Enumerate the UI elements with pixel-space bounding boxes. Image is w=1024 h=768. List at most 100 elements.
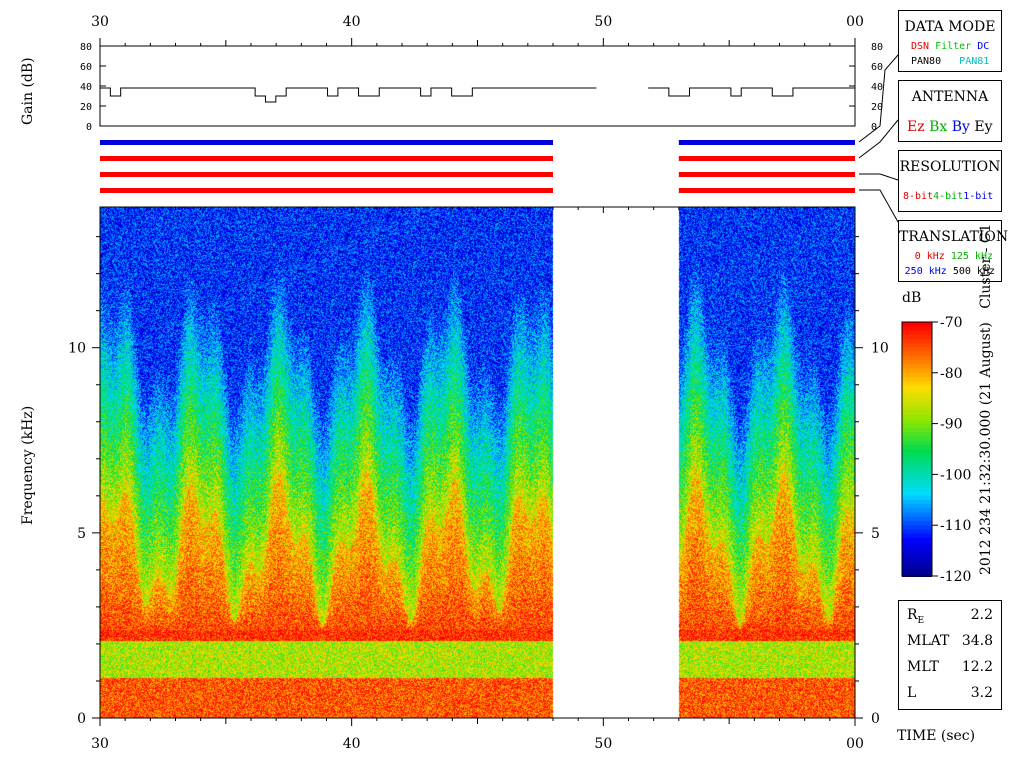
y-tick-label-right: 5 xyxy=(871,526,880,542)
x-tick-label-top: 40 xyxy=(343,14,361,30)
antenna-ey: Ey xyxy=(974,119,993,135)
colorbar-swatch xyxy=(902,406,932,412)
colorbar-tick-label: -70 xyxy=(940,315,963,331)
mode-bar-right xyxy=(678,172,855,177)
gain-tick-label-right: 80 xyxy=(871,42,883,53)
translation-title: TRANSLATION xyxy=(899,229,1009,245)
orbit-panel: RE 2.2 MLAT 34.8 MLT 12.2 L 3.2 xyxy=(898,600,1002,710)
gain-tick-label-right: 40 xyxy=(871,82,883,93)
antenna-bx: Bx xyxy=(929,119,948,135)
y-tick-label: 5 xyxy=(77,526,86,542)
mode-pan80: PAN80 xyxy=(911,56,942,67)
mode-dc: DC xyxy=(977,41,990,52)
gain-tick-label-right: 0 xyxy=(871,122,877,133)
colorbar-swatch xyxy=(902,381,932,387)
mode-dsn: DSN xyxy=(911,41,930,52)
colorbar-swatch xyxy=(902,385,932,391)
colorbar-swatch xyxy=(902,504,932,510)
orbit-label-l: L xyxy=(907,685,917,701)
y-axis-title: Frequency (kHz) xyxy=(20,405,36,525)
orbit-row-mlt: MLT 12.2 xyxy=(907,659,993,675)
translation-125khz: 125 kHz xyxy=(950,251,993,262)
colorbar-swatch xyxy=(902,330,932,336)
mode-bar-right xyxy=(678,140,855,145)
colorbar-swatch xyxy=(902,355,932,362)
colorbar-swatch xyxy=(902,410,932,417)
colorbar-tick-label: -90 xyxy=(940,417,963,433)
colorbar-tick-label: -110 xyxy=(940,518,971,534)
translation-500khz: 500 kHz xyxy=(952,266,995,277)
gain-tick-label-right: 20 xyxy=(871,102,883,113)
antenna-panel: ANTENNA Ez Bx By Ey xyxy=(898,80,1002,142)
colorbar-swatch xyxy=(902,546,932,552)
antenna-by: By xyxy=(951,119,970,135)
colorbar-swatch xyxy=(902,508,932,514)
orbit-value-mlat: 34.8 xyxy=(961,633,993,649)
colorbar-swatch xyxy=(902,516,932,522)
colorbar-swatch xyxy=(902,393,932,400)
colorbar-swatch xyxy=(902,550,932,556)
mode-filter: Filter xyxy=(935,41,972,52)
colorbar-swatch xyxy=(902,436,932,442)
x-axis-title: TIME (sec) xyxy=(897,728,976,744)
colorbar-swatch xyxy=(902,419,932,425)
leader-line xyxy=(859,173,899,181)
colorbar-swatch xyxy=(902,360,932,366)
colorbar-swatch xyxy=(902,470,932,476)
colorbar-swatch xyxy=(902,542,932,548)
colorbar-swatch xyxy=(902,520,932,527)
colorbar-swatch xyxy=(902,495,932,501)
mode-bar-right xyxy=(678,188,855,193)
mode-bar-left xyxy=(100,156,553,161)
x-tick-label: 00 xyxy=(846,736,864,752)
orbit-row-re: RE 2.2 xyxy=(907,607,993,626)
resolution-panel: RESOLUTION 8-bit4-bit1-bit xyxy=(898,150,1002,212)
translation-0khz: 0 kHz xyxy=(914,251,945,262)
colorbar-swatch xyxy=(902,554,932,561)
mode-bar-left xyxy=(100,140,553,145)
x-tick-label-top: 30 xyxy=(91,14,109,30)
mode-pan81: PAN81 xyxy=(959,56,990,67)
gain-tick-label: 80 xyxy=(80,42,92,53)
colorbar-tick-label: -120 xyxy=(940,569,971,585)
gain-line xyxy=(100,87,597,103)
orbit-value-l: 3.2 xyxy=(970,685,993,701)
gain-tick-label: 60 xyxy=(80,62,92,73)
colorbar-swatch xyxy=(902,432,932,438)
orbit-row-l: L 3.2 xyxy=(907,685,993,701)
colorbar-swatch xyxy=(902,525,932,531)
colorbar-swatch xyxy=(902,533,932,539)
leader-line xyxy=(858,119,899,159)
colorbar-swatch xyxy=(902,389,932,395)
colorbar-swatch xyxy=(902,571,932,577)
gain-tick-label-right: 60 xyxy=(871,62,883,73)
orbit-label-re: R xyxy=(907,607,918,623)
colorbar-swatch xyxy=(902,427,932,434)
y-tick-label: 0 xyxy=(77,711,86,727)
colorbar-swatch xyxy=(902,512,932,518)
antenna-title: ANTENNA xyxy=(911,89,989,105)
colorbar-tick-label: -100 xyxy=(940,467,971,483)
colorbar-swatch xyxy=(902,402,932,408)
colorbar-swatch xyxy=(902,563,932,569)
colorbar-swatch xyxy=(902,487,932,493)
x-tick-label: 30 xyxy=(91,736,109,752)
mode-bar-left xyxy=(100,188,553,193)
colorbar-swatch xyxy=(902,453,932,459)
colorbar-swatch xyxy=(902,368,932,374)
antenna-ez: Ez xyxy=(907,119,925,135)
colorbar-swatch xyxy=(902,559,932,565)
colorbar-swatch xyxy=(902,465,932,472)
colorbar-swatch xyxy=(902,338,932,345)
gain-tick-label: 20 xyxy=(80,102,92,113)
resolution-1bit: 1-bit xyxy=(963,191,994,202)
colorbar-swatch xyxy=(902,499,932,506)
resolution-title: RESOLUTION xyxy=(899,159,1001,175)
colorbar-swatch xyxy=(902,529,932,535)
colorbar-swatch xyxy=(902,423,932,429)
mode-bar-right xyxy=(678,156,855,161)
x-tick-label: 40 xyxy=(343,736,361,752)
colorbar-frame xyxy=(901,321,933,577)
colorbar-tick-label: -80 xyxy=(940,366,963,382)
